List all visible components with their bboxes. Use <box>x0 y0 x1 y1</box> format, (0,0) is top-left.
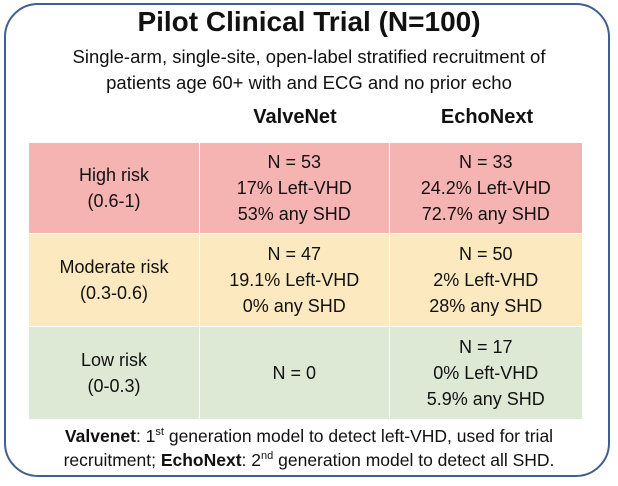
table-row-low-risk: Low risk (0-0.3) N = 0 N = 17 0% Left-VH… <box>28 326 583 420</box>
results-table: High risk (0.6-1) N = 53 17% Left-VHD 53… <box>28 142 583 420</box>
row-label-high-risk: High risk (0.6-1) <box>28 142 200 234</box>
subtitle-line-1: Single-arm, single-site, open-label stra… <box>72 46 546 67</box>
footnote-text: recruitment; <box>63 450 161 470</box>
subtitle-line-2: patients age 60+ with and ECG and no pri… <box>106 72 512 93</box>
cell-n: N = 47 <box>267 244 322 264</box>
row-label-moderate-risk: Moderate risk (0.3-0.6) <box>28 233 200 327</box>
cell-any-shd: 28% any SHD <box>429 296 543 316</box>
cell-left-vhd: 0% Left-VHD <box>433 363 539 383</box>
row-label-name: Low risk <box>80 350 147 370</box>
cell-high-valvenet: N = 53 17% Left-VHD 53% any SHD <box>198 142 390 234</box>
footnote-term-echonext: EchoNext <box>160 450 242 470</box>
cell-left-vhd: 17% Left-VHD <box>236 178 352 198</box>
footnote: Valvenet: 1st generation model to detect… <box>0 424 618 472</box>
cell-low-valvenet: N = 0 <box>198 326 390 420</box>
row-label-name: High risk <box>78 165 149 185</box>
footnote-text: generation model to detect left-VHD, use… <box>163 426 554 446</box>
footnote-text: generation model to detect all SHD. <box>273 450 555 470</box>
footnote-text: : 1 <box>135 426 156 446</box>
table-row-moderate-risk: Moderate risk (0.3-0.6) N = 47 19.1% Lef… <box>28 233 583 327</box>
row-label-range: (0.3-0.6) <box>79 283 148 303</box>
footnote-text: : 2 <box>241 450 262 470</box>
cell-n: N = 33 <box>458 152 513 172</box>
cell-any-shd: 53% any SHD <box>237 204 351 224</box>
cell-left-vhd: 2% Left-VHD <box>433 270 539 290</box>
cell-moderate-echonext: N = 50 2% Left-VHD 28% any SHD <box>388 233 583 327</box>
footnote-line-1: Valvenet: 1st generation model to detect… <box>0 424 618 448</box>
cell-n: N = 17 <box>458 337 513 357</box>
row-label-range: (0-0.3) <box>87 376 141 396</box>
cell-high-echonext: N = 33 24.2% Left-VHD 72.7% any SHD <box>388 142 583 234</box>
cell-any-shd: 5.9% any SHD <box>426 389 545 409</box>
cell-any-shd: 72.7% any SHD <box>421 204 550 224</box>
row-label-name: Moderate risk <box>59 257 169 277</box>
cell-n: N = 0 <box>272 363 316 383</box>
cell-moderate-valvenet: N = 47 19.1% Left-VHD 0% any SHD <box>198 233 390 327</box>
column-header-valvenet: ValveNet <box>253 106 337 128</box>
footnote-line-2: recruitment; EchoNext: 2nd generation mo… <box>0 448 618 472</box>
cell-n: N = 50 <box>458 244 513 264</box>
subtitle: Single-arm, single-site, open-label stra… <box>0 44 618 96</box>
cell-n: N = 53 <box>267 152 322 172</box>
cell-left-vhd: 24.2% Left-VHD <box>420 178 551 198</box>
row-label-low-risk: Low risk (0-0.3) <box>28 326 200 420</box>
cell-any-shd: 0% any SHD <box>242 296 346 316</box>
table-row-high-risk: High risk (0.6-1) N = 53 17% Left-VHD 53… <box>28 142 583 234</box>
footnote-superscript: st <box>155 426 164 439</box>
cell-left-vhd: 19.1% Left-VHD <box>229 270 360 290</box>
page-title: Pilot Clinical Trial (N=100) <box>137 6 481 37</box>
column-header-echonext: EchoNext <box>440 106 534 128</box>
footnote-superscript: nd <box>261 450 274 463</box>
footnote-term-valvenet: Valvenet <box>64 426 136 446</box>
row-label-range: (0.6-1) <box>87 191 141 211</box>
cell-low-echonext: N = 17 0% Left-VHD 5.9% any SHD <box>388 326 583 420</box>
